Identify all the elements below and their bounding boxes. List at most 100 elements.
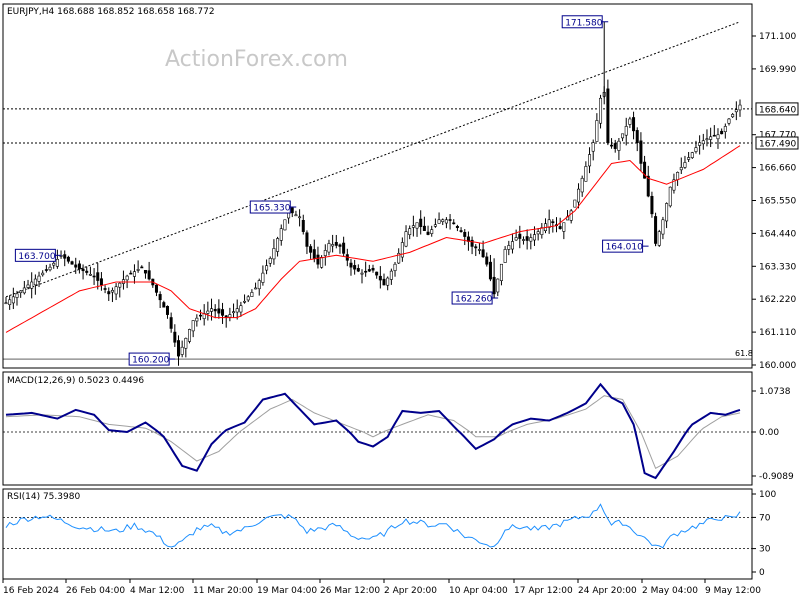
candle-body bbox=[327, 243, 331, 253]
candle-body bbox=[477, 249, 481, 251]
candle-body bbox=[738, 104, 742, 111]
candle-body bbox=[668, 186, 672, 207]
candle-body bbox=[455, 226, 459, 228]
candle-body bbox=[716, 134, 720, 140]
rsi-panel-frame bbox=[2, 488, 753, 580]
candle-body bbox=[250, 292, 254, 297]
candle-body bbox=[510, 241, 514, 250]
candle-body bbox=[246, 296, 250, 301]
candle-body bbox=[481, 249, 485, 258]
current-price-label: 168.640 bbox=[759, 105, 796, 115]
candle-body bbox=[580, 177, 584, 193]
candle-body bbox=[459, 230, 463, 232]
candle-body bbox=[268, 257, 272, 264]
candle-body bbox=[474, 246, 478, 249]
candle-body bbox=[371, 267, 375, 271]
candle-body bbox=[99, 278, 103, 286]
candle-body bbox=[499, 263, 503, 281]
x-axis-tick-label: 2 Apr 20:00 bbox=[384, 586, 437, 596]
candle-body bbox=[452, 222, 456, 225]
candle-body bbox=[85, 270, 89, 273]
candle-body bbox=[364, 270, 368, 273]
macd-panel-frame bbox=[2, 371, 753, 486]
candle-body bbox=[180, 346, 184, 355]
moving-average-line bbox=[5, 145, 741, 333]
candle-body bbox=[320, 257, 324, 268]
candle-body bbox=[334, 242, 338, 246]
x-axis-tick-label: 26 Mar 12:00 bbox=[320, 586, 380, 596]
candle-body bbox=[734, 109, 738, 113]
annotation-box bbox=[451, 291, 493, 305]
candle-body bbox=[257, 280, 261, 290]
price-axis-tick-label: 160.000 bbox=[759, 361, 796, 371]
candle-body bbox=[4, 302, 8, 305]
price-axis-tick-label: 169.990 bbox=[759, 65, 796, 75]
candle-body bbox=[393, 263, 397, 271]
candle-body bbox=[276, 238, 280, 252]
candle-body bbox=[639, 140, 643, 164]
candle-body bbox=[107, 291, 111, 295]
candle-body bbox=[599, 97, 603, 124]
candle-body bbox=[66, 256, 70, 262]
candle-body bbox=[165, 305, 169, 315]
candle-body bbox=[232, 311, 236, 314]
x-axis-tick-label: 4 Mar 12:00 bbox=[130, 586, 185, 596]
price-axis-tick-label: 171.100 bbox=[759, 32, 796, 42]
candle-body bbox=[665, 203, 669, 222]
candle-body bbox=[239, 305, 243, 313]
candle-body bbox=[529, 237, 533, 242]
price-axis-tick-label: 165.550 bbox=[759, 197, 796, 207]
current-price-label-box bbox=[755, 102, 799, 116]
candle-body bbox=[551, 221, 555, 224]
candle-body bbox=[70, 261, 74, 265]
price-axis-tick-label: 161.110 bbox=[759, 328, 796, 338]
candle-body bbox=[33, 278, 37, 286]
candle-body bbox=[375, 271, 379, 276]
annotation-label: 164.010 bbox=[606, 243, 643, 253]
candle-body bbox=[316, 254, 320, 265]
candle-body bbox=[613, 143, 617, 149]
candle-body bbox=[532, 234, 536, 241]
candle-body bbox=[507, 245, 511, 250]
candle-body bbox=[312, 249, 316, 259]
candle-body bbox=[731, 114, 735, 118]
candle-body bbox=[547, 219, 551, 228]
candle-body bbox=[712, 134, 716, 137]
rsi-axis-tick-label: 0 bbox=[759, 568, 765, 578]
candle-body bbox=[235, 308, 239, 313]
candle-body bbox=[37, 275, 41, 282]
candle-body bbox=[48, 266, 52, 271]
candle-body bbox=[228, 314, 232, 318]
candle-body bbox=[191, 320, 195, 332]
candle-body bbox=[298, 216, 302, 219]
candle-body bbox=[30, 281, 34, 289]
candle-body bbox=[408, 228, 412, 235]
macd-axis-tick-label: -0.9089 bbox=[759, 472, 794, 482]
candle-body bbox=[650, 195, 654, 215]
candle-body bbox=[154, 284, 158, 293]
candle-body bbox=[132, 271, 136, 277]
candle-body bbox=[595, 120, 599, 142]
candle-body bbox=[503, 249, 507, 263]
candle-body bbox=[221, 309, 225, 316]
candle-body bbox=[290, 207, 294, 214]
candle-body bbox=[433, 224, 437, 227]
main-panel-frame bbox=[2, 3, 753, 369]
candle-body bbox=[118, 282, 122, 288]
candle-body bbox=[444, 219, 448, 224]
candle-body bbox=[199, 314, 203, 317]
candle-body bbox=[169, 317, 173, 329]
candle-body bbox=[672, 179, 676, 191]
candle-body bbox=[188, 329, 192, 342]
candle-body bbox=[8, 299, 12, 305]
candle-body bbox=[129, 272, 133, 275]
candle-body bbox=[378, 275, 382, 281]
annotation-label: 163.700 bbox=[18, 252, 55, 262]
candle-body bbox=[386, 277, 390, 286]
candle-body bbox=[44, 269, 48, 271]
candle-body bbox=[569, 210, 573, 221]
candle-body bbox=[22, 287, 26, 294]
level-label-167490-box bbox=[755, 136, 799, 150]
x-axis-tick-label: 9 May 12:00 bbox=[705, 586, 761, 596]
